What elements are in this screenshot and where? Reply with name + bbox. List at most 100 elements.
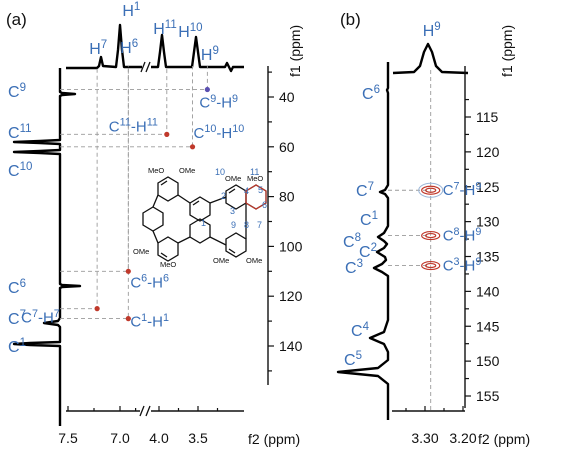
panel-a-x-tick-label: 3.5	[188, 430, 208, 446]
structure-inner-bond-2	[192, 200, 200, 206]
panel-a-f1-peak-label: C9	[8, 82, 26, 101]
structure-substituent: OMe	[213, 256, 229, 265]
panel-a-f2-peak-label: H11	[153, 19, 177, 38]
panel-a-x-tick-label: 7.0	[110, 430, 130, 446]
panel-a-peak-label: C7-H7	[21, 308, 60, 327]
panel-b-y-ticks: 115 120 125 130 135 140 145 150 155	[465, 98, 500, 404]
panel-a-y-ticks: 40 60 80 100 120 140	[268, 71, 303, 372]
panel-b: (b) 115 120 125 130 135 140 145 150 155 f1 (ppm)…	[336, 10, 530, 447]
panel-a-peak-label: C10-H10	[194, 123, 245, 142]
panel-a-x-axis-break-1	[139, 405, 145, 417]
panel-a-f2-peak-label: H10	[178, 22, 202, 41]
panel-a-f1-projection	[12, 68, 82, 426]
panel-b-y-tick-label: 115	[476, 109, 499, 125]
panel-a-guide	[60, 66, 98, 310]
structure-atom-number: 8	[244, 220, 249, 230]
panel-a-f1-peak-label: C7	[8, 309, 26, 328]
panel-b-cross-peak-outer	[421, 230, 441, 241]
panel-a-peak-label: C11-H11	[109, 117, 158, 136]
panel-b-y-tick-label: 145	[476, 318, 500, 334]
panel-a-f1-peak-label: C11	[8, 123, 32, 142]
structure-bond-d	[152, 230, 159, 244]
panel-b-cross-peak-halo	[418, 182, 444, 198]
panel-a-peak-label: C9-H9	[199, 93, 238, 112]
structure-substituent: OMe	[246, 256, 262, 265]
panel-a-f1-peak-label: C6	[8, 278, 26, 297]
panel-a-x-tick-label: 7.5	[58, 430, 78, 446]
panel-b-y-tick-label: 150	[476, 353, 500, 369]
panel-b-cross-peak-inner	[425, 187, 437, 193]
panel-a-peak-label: C1-H1	[130, 312, 169, 331]
panel-b-x-ticks: 3.30 3.20	[405, 406, 477, 446]
structure-bond-f	[209, 236, 227, 246]
panel-a-f2-peak-label: H6	[120, 38, 138, 57]
panel-b-f1-peak-label: C3	[345, 258, 363, 277]
panel-a-guide	[60, 66, 129, 272]
panel-a-f2-peak-label: H1	[122, 1, 140, 20]
panel-a-y-tick-label: 140	[279, 338, 303, 354]
panel-a-y-tick-label: 120	[279, 288, 303, 304]
panel-a-y-axis-label: f1 (ppm)	[287, 25, 303, 77]
structure-atom-number: 3	[230, 206, 235, 216]
structure-highlight-ring	[245, 184, 267, 210]
panel-b-y-tick-label: 120	[476, 144, 500, 160]
structure-inner-bond-1	[160, 180, 168, 186]
panel-b-y-tick-label: 125	[476, 179, 500, 195]
panel-a-cross-peak	[125, 268, 131, 274]
structure-atom-number: 7	[257, 220, 262, 230]
structure-substituent: MeO	[247, 174, 263, 183]
structure-substituent: MeO	[148, 166, 164, 175]
panel-b-f1-peak-label: C8	[343, 232, 361, 251]
structure-ring-bottom-right	[225, 232, 247, 258]
panel-a-guide	[60, 66, 208, 90]
panel-b-cross-peak-outer	[421, 185, 441, 195]
panel-b-f1-peak-label: C6	[362, 84, 380, 103]
structure-bond-b	[209, 196, 227, 204]
structure-ring-left-middle	[142, 206, 164, 232]
panel-b-f2-labels: H9	[423, 21, 441, 40]
panel-a-f1-peak-label: C10	[8, 161, 32, 180]
panel-b-peak-label: C3-H9	[443, 256, 482, 275]
structure-atom-number: 9	[231, 220, 236, 230]
panel-a-y-tick-label: 40	[279, 89, 295, 105]
panel-b-peak-label: C8-H9	[443, 226, 482, 245]
panel-a-f1-labels: C9 C11 C10 C6 C7 C1	[8, 82, 32, 356]
panel-b-peak-labels: C7-H9 C8-H9 C3-H9	[443, 181, 482, 275]
panel-a-f2-peak-label: H9	[201, 45, 219, 64]
structure-atom-number: 5	[258, 185, 263, 195]
panel-a-f2-projection-break-1	[140, 61, 146, 73]
panel-a-f2-projection-break-2	[145, 61, 151, 73]
structure-ring-top-left	[157, 176, 179, 202]
structure-atom-number: 2	[221, 191, 226, 201]
structure-bond-c	[152, 194, 159, 208]
structure-atom-number: 1	[201, 218, 206, 228]
panel-b-f1-peak-label: C5	[344, 350, 362, 369]
panel-b-cross-peaks	[418, 182, 444, 271]
panel-a-x-ticks: 7.5 7.0 4.0 3.5	[58, 406, 219, 446]
panel-b-label: (b)	[340, 10, 361, 29]
panel-a-guide	[60, 66, 193, 148]
panel-a-cross-peaks	[94, 86, 210, 322]
panel-a-f2-projection	[66, 23, 244, 73]
structure-inner-bond-5	[228, 248, 236, 254]
panel-a-label: (a)	[6, 10, 27, 29]
panel-b-y-tick-label: 140	[476, 283, 500, 299]
panel-a-x-axis-label: f2 (ppm)	[248, 431, 300, 447]
panel-b-y-tick-label: 135	[476, 249, 500, 265]
panel-b-peak-label: C7-H9	[443, 181, 482, 200]
structure-atom-number: 10	[215, 167, 225, 177]
panel-b-cross-peak-inner	[425, 232, 437, 239]
panel-a: (a) 40 60 80 100 120 140 f1 (ppm) 7.5 7.0 4.0 3.…	[6, 1, 303, 447]
panel-a-y-tick-label: 100	[279, 238, 303, 254]
panel-a-cross-peak	[204, 86, 210, 93]
structure-ring-top-right	[225, 184, 247, 210]
panel-b-y-tick-label: 155	[476, 388, 500, 404]
structure-substituent: OMe	[133, 247, 149, 256]
panel-b-f1-peak-label: C7	[356, 181, 374, 200]
panel-b-guides	[388, 70, 432, 411]
panel-b-f2-peak-label: H9	[423, 21, 441, 40]
